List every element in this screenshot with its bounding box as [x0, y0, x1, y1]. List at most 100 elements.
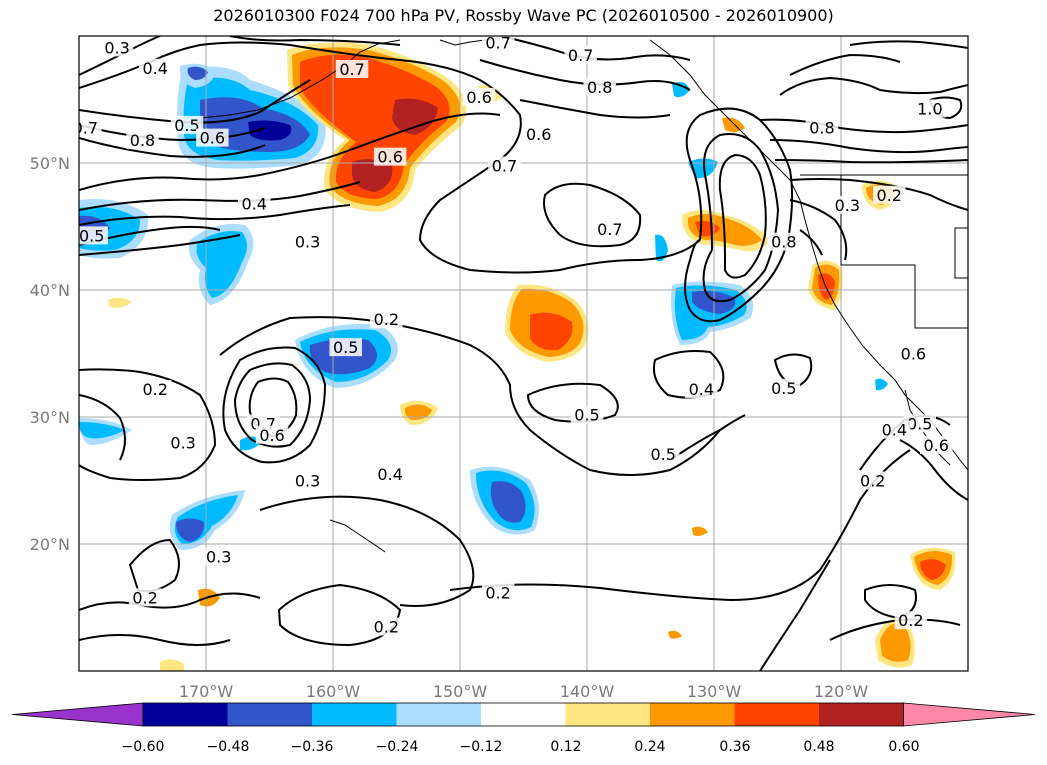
contour-label-halo: [100, 38, 134, 57]
negative-anomaly-small-2: [655, 234, 668, 262]
contour-label: 0.8: [130, 131, 155, 150]
contour-label-halo: [873, 185, 906, 204]
contour-label: 0.7: [73, 118, 98, 137]
contour-label-halo: [196, 128, 229, 147]
contour-label: 0.5: [174, 116, 199, 135]
colorbar-label-4: −0.24: [376, 739, 419, 755]
lon-tick-160w: 160°W: [306, 682, 361, 701]
contour-label: 0.2: [374, 618, 399, 637]
contour-label-halo: [920, 435, 953, 454]
colorbar-cell: [143, 703, 228, 726]
contour-label: 0.2: [485, 583, 510, 602]
contour-label: 0.6: [200, 129, 225, 148]
contour-label: 0.2: [877, 186, 902, 205]
contour-label: 0.3: [104, 38, 129, 57]
positive-anomaly-eastern-tropics-orange: [880, 622, 911, 662]
contour-label: 0.4: [377, 465, 402, 484]
contour-label-halo: [488, 156, 521, 175]
contour-label-halo: [856, 471, 889, 490]
contour-label-halo: [583, 77, 616, 96]
contour-label: 0.4: [689, 380, 714, 399]
negative-anomaly-aleutian-peak: [248, 120, 292, 141]
contour-label: 0.2: [374, 310, 399, 329]
contour-label-halo: [370, 617, 403, 636]
contour-label-halo: [913, 99, 947, 118]
contour-label: 0.8: [809, 118, 834, 137]
lon-tick-120w: 120°W: [814, 682, 869, 701]
positive-anomaly-small-6: [692, 526, 708, 536]
positive-anomaly-gulf-alaska-core-2: [352, 159, 393, 192]
contour-label: 0.3: [295, 472, 320, 491]
colorbar-label-6: 0.12: [550, 739, 581, 755]
negative-anomaly-small-5: [672, 82, 690, 98]
contour-label: 0.2: [142, 380, 167, 399]
contour-label-halo: [685, 380, 718, 399]
colorbar: −0.60 −0.48 −0.36 −0.24 −0.12 0.12 0.24 …: [11, 702, 1036, 755]
contour-label-halo: [138, 380, 172, 399]
lat-tick-50n: 50°N: [30, 154, 70, 173]
colorbar-cell: [481, 703, 566, 726]
positive-anomaly-mid-pacific-red: [530, 312, 573, 351]
lon-tick-150w: 150°W: [433, 682, 488, 701]
contour-label: 0.5: [771, 379, 796, 398]
contour-label: 1.0: [917, 99, 942, 118]
contour-label: 0.7: [492, 157, 517, 176]
contour-label: 0.6: [526, 125, 551, 144]
contour-label-halo: [138, 58, 172, 77]
positive-anomaly-small-1-core: [404, 404, 432, 420]
lat-tick-30n: 30°N: [30, 408, 70, 427]
contour-label: 0.3: [170, 433, 195, 452]
contour-label: 0.5: [574, 405, 599, 424]
contour-label: 0.2: [860, 472, 885, 491]
contour-label-halo: [831, 195, 864, 214]
colorbar-cell: [650, 703, 735, 726]
colorbar-cell: [565, 703, 651, 726]
contour-label: 0.4: [142, 59, 167, 78]
negative-anomaly-subtropical-inner: [490, 481, 526, 523]
contour-label: 0.3: [295, 233, 320, 252]
contour-label: 0.8: [771, 233, 796, 252]
pv-contours: [79, 36, 968, 671]
colorbar-cell: [396, 703, 482, 726]
positive-anomaly-california-red: [818, 273, 835, 300]
colorbar-extend-max: [903, 702, 1036, 727]
contour-label-halo: [335, 60, 369, 79]
contour-label-halo: [767, 378, 801, 397]
colorbar-cells: [11, 702, 1036, 727]
contour-label-halo: [79, 226, 108, 245]
colorbar-label-8: 0.36: [719, 739, 750, 755]
contour-label-halo: [170, 115, 204, 134]
positive-anomaly-gulf-alaska-core: [392, 98, 438, 135]
contour-label-halo: [291, 471, 324, 490]
contour-label-halo: [329, 338, 362, 357]
lat-tick-40n: 40°N: [30, 281, 70, 300]
contour-label-halo: [878, 420, 911, 439]
contour-label: 0.6: [377, 148, 402, 167]
contour-label: 0.6: [259, 426, 284, 445]
negative-anomaly-small-4: [875, 378, 888, 391]
contour-label-halo: [522, 124, 555, 143]
map-frame: [78, 35, 969, 672]
colorbar-label-9: 0.48: [803, 739, 834, 755]
contour-label-halo: [462, 87, 496, 106]
contour-label-halo: [238, 194, 271, 213]
contour-label-halo: [481, 583, 515, 602]
lon-tick-170w: 170°W: [179, 682, 234, 701]
lon-tick-130w: 130°W: [687, 682, 742, 701]
contour-label-halo: [570, 405, 604, 424]
contour-label-halo: [897, 344, 930, 363]
contour-label: 0.7: [568, 46, 593, 65]
positive-anomaly-gulf-alaska-red: [300, 54, 450, 199]
contour-label-halo: [373, 147, 407, 166]
longitude-axis: 170°W 160°W 150°W 140°W 130°W 120°W: [179, 682, 869, 701]
colorbar-label-7: 0.24: [634, 739, 665, 755]
contour-label-halo: [166, 433, 200, 452]
colorbar-extend-min: [11, 702, 144, 727]
contour-label-halo: [128, 588, 162, 607]
positive-anomaly-small-7: [160, 659, 184, 671]
lat-lon-grid: [79, 36, 968, 671]
contour-label-halo: [646, 444, 680, 463]
contour-label: 0.5: [907, 414, 932, 433]
contour-label: 0.7: [597, 220, 622, 239]
negative-anomaly-170w-core: [196, 231, 247, 298]
